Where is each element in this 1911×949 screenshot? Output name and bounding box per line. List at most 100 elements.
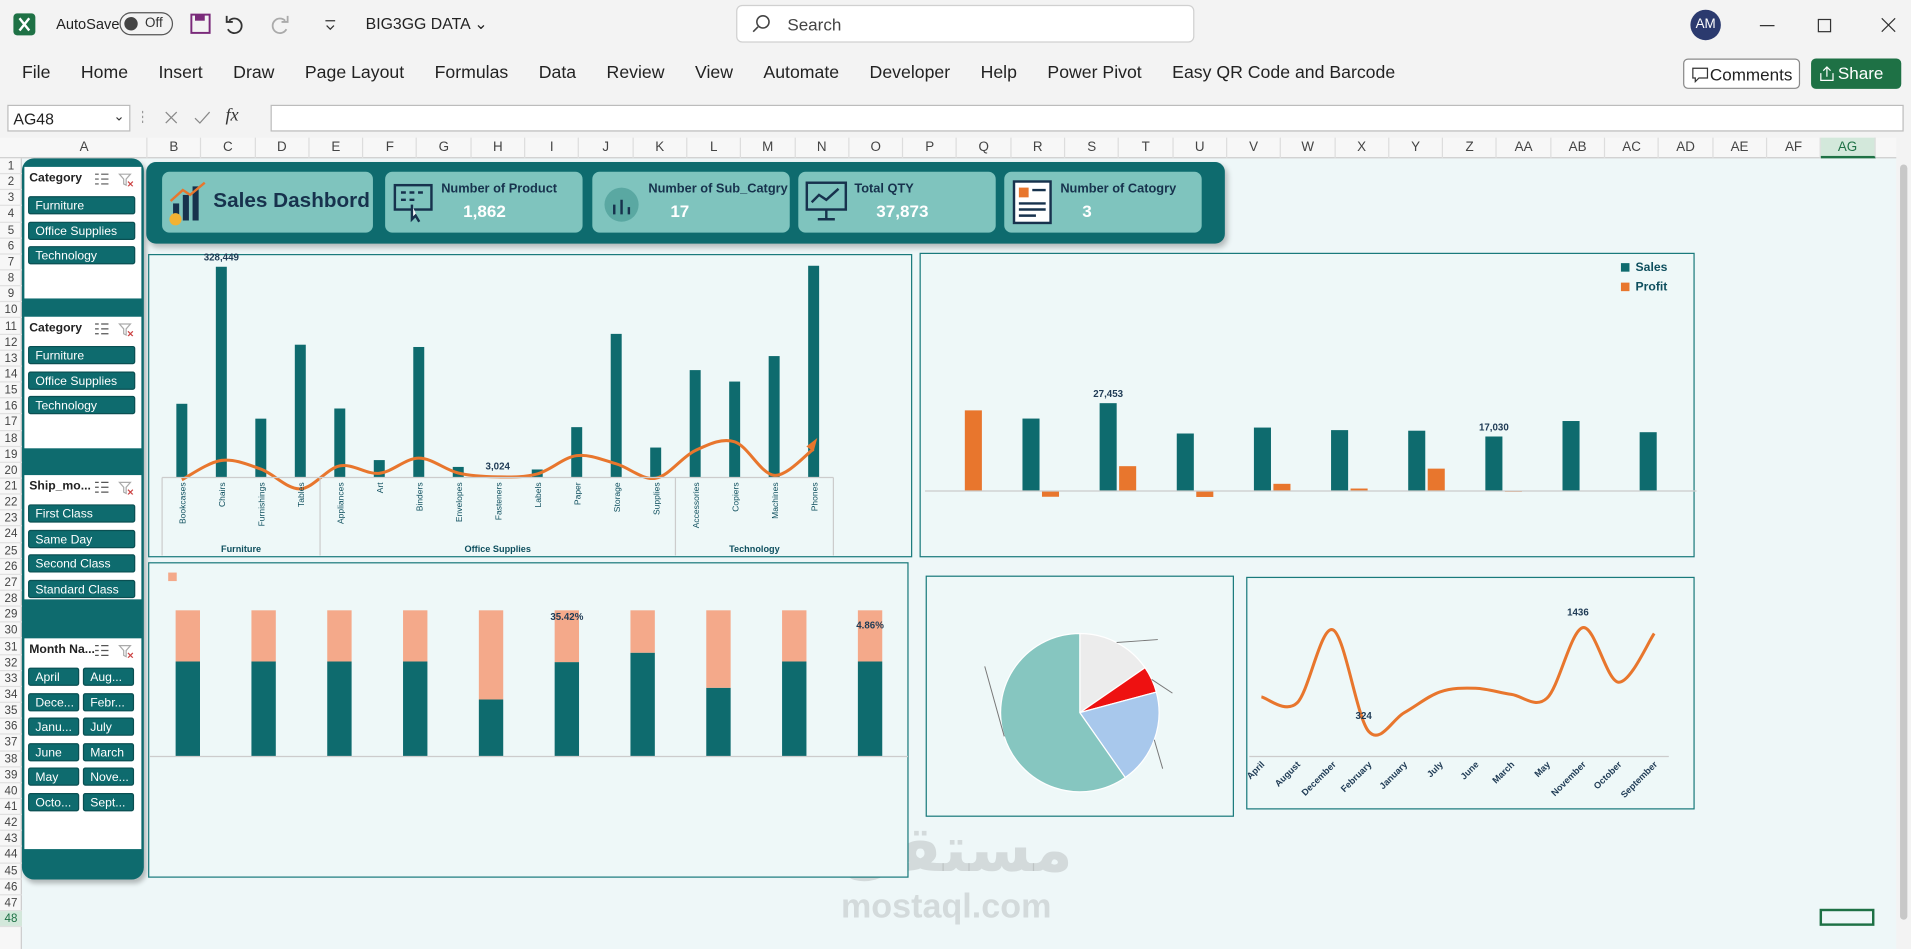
- bar: [334, 408, 346, 478]
- legend-swatch: [1620, 263, 1630, 272]
- row-header: 27: [0, 575, 22, 591]
- row-header: 1: [0, 158, 22, 175]
- x-tick-label: Chairs: [217, 482, 227, 507]
- slicer-item[interactable]: Office Supplies: [28, 221, 136, 240]
- slicer-item[interactable]: Second Class: [28, 554, 136, 573]
- ribbon-tab[interactable]: Home: [80, 63, 129, 83]
- fx-label[interactable]: fx: [225, 105, 239, 126]
- ribbon-tab[interactable]: Help: [980, 63, 1017, 83]
- slicer-item[interactable]: Janu...: [28, 717, 80, 737]
- row-header: 47: [0, 895, 22, 912]
- kpi-value: 37,873: [876, 201, 929, 221]
- slicer-item[interactable]: Same Day: [28, 529, 136, 548]
- ribbon-tab[interactable]: Easy QR Code and Barcode: [1172, 63, 1396, 83]
- column-header: AG: [1821, 137, 1876, 159]
- slicer-item[interactable]: Nove...: [82, 767, 135, 787]
- bar: [571, 427, 583, 478]
- slicer-icons[interactable]: [93, 322, 142, 337]
- data-label: 17,030: [1479, 422, 1509, 433]
- slicer-item[interactable]: Technology: [28, 396, 136, 415]
- kpi-label: Total QTY: [854, 181, 914, 197]
- column-header: N: [795, 137, 850, 159]
- slicer-item[interactable]: Febr...: [82, 692, 135, 711]
- search-box[interactable]: Search: [736, 4, 1195, 43]
- ribbon-tab[interactable]: Developer: [869, 63, 951, 83]
- ribbon-tab[interactable]: Power Pivot: [1047, 63, 1142, 83]
- slicer-item[interactable]: March: [82, 742, 135, 762]
- leader-line: [1116, 639, 1158, 644]
- row-header: 33: [0, 671, 22, 687]
- ribbon-tab[interactable]: Review: [606, 63, 665, 83]
- leader-line: [1153, 739, 1164, 769]
- slicer[interactable]: Ship_mo... First Class Same Day Second Clas…: [24, 475, 142, 600]
- row-header: 28: [0, 591, 22, 607]
- column-header-bar: [0, 137, 1897, 159]
- row-header: 21: [0, 479, 22, 495]
- slicer-item[interactable]: Dece...: [28, 692, 80, 711]
- autosave-toggle[interactable]: Off: [119, 12, 174, 36]
- slicer[interactable]: Month Na... April Aug... Dece... Febr... Janu…: [24, 638, 142, 850]
- bar: [857, 661, 883, 757]
- row-header-bar: [0, 158, 22, 949]
- data-label: 27,453: [1093, 389, 1123, 400]
- slicer-icons[interactable]: [93, 643, 142, 658]
- slicer-item[interactable]: July: [82, 717, 135, 737]
- dashboard-title-card: Sales Dashbord: [162, 171, 373, 233]
- window-controls[interactable]: [1755, 15, 1901, 37]
- slicer-item[interactable]: Office Supplies: [28, 371, 136, 390]
- ribbon-tab[interactable]: Formulas: [434, 63, 509, 83]
- file-name[interactable]: BIG3GG DATA ⌄: [365, 14, 488, 33]
- bar: [1041, 490, 1060, 497]
- slicer-item[interactable]: Technology: [28, 246, 136, 265]
- slicer-item[interactable]: Furniture: [28, 345, 136, 365]
- column-header: R: [1011, 137, 1066, 159]
- scrollbar[interactable]: [1896, 137, 1911, 949]
- slicer-item[interactable]: Furniture: [28, 196, 136, 215]
- bar: [1639, 432, 1657, 491]
- bar: [1273, 483, 1291, 491]
- row-header: 14: [0, 367, 22, 383]
- slicer-item[interactable]: Sept...: [82, 793, 135, 812]
- quick-access[interactable]: [190, 13, 336, 35]
- slicer-item[interactable]: June: [28, 742, 80, 762]
- bar: [689, 370, 701, 478]
- row-header: 37: [0, 735, 22, 752]
- ribbon-tab[interactable]: File: [21, 63, 51, 83]
- formula-input[interactable]: [270, 104, 1904, 132]
- name-box[interactable]: AG48 ⌄: [7, 104, 131, 132]
- slicer-item[interactable]: Octo...: [28, 793, 80, 812]
- slicer-icons[interactable]: [93, 480, 142, 495]
- slicer[interactable]: Category Furniture Office Supplies Technolo…: [24, 166, 142, 299]
- bar: [1253, 427, 1271, 491]
- user-avatar[interactable]: AM: [1690, 9, 1721, 41]
- chart-frame: [148, 253, 913, 558]
- ribbon-tab[interactable]: Automate: [763, 63, 840, 83]
- row-header: 22: [0, 495, 22, 511]
- slicer-item[interactable]: April: [28, 667, 80, 686]
- ribbon-tab[interactable]: View: [694, 63, 733, 83]
- ribbon-tab[interactable]: Draw: [233, 63, 275, 83]
- kpi-icon: [393, 183, 433, 223]
- slicer[interactable]: Category Furniture Office Supplies Technolo…: [24, 316, 142, 449]
- row-header: 34: [0, 687, 22, 703]
- active-cell[interactable]: [1819, 908, 1875, 926]
- line: [1260, 626, 1656, 737]
- slicer-item[interactable]: First Class: [28, 504, 136, 523]
- share-button[interactable]: Share: [1811, 58, 1902, 89]
- column-header: U: [1173, 137, 1228, 159]
- comments-button[interactable]: Comments: [1683, 58, 1801, 89]
- slicer-icons[interactable]: [93, 172, 142, 187]
- column-header: G: [417, 137, 472, 159]
- ribbon-tab[interactable]: Data: [538, 63, 577, 83]
- slicer-item[interactable]: May: [28, 767, 80, 787]
- ribbon-tab[interactable]: Page Layout: [304, 63, 405, 83]
- ribbon-tab[interactable]: Insert: [158, 63, 203, 83]
- bar: [403, 661, 428, 757]
- slicer-item[interactable]: Standard Class: [28, 579, 136, 598]
- column-header: X: [1335, 137, 1390, 159]
- ribbon-tabs: File Home Insert Draw Page Layout Formulas Dat…: [22, 63, 1395, 82]
- kpi-value: 1,862: [463, 201, 506, 221]
- bar: [630, 610, 655, 653]
- slicer-item[interactable]: Aug...: [82, 667, 135, 686]
- row-header: 31: [0, 639, 22, 655]
